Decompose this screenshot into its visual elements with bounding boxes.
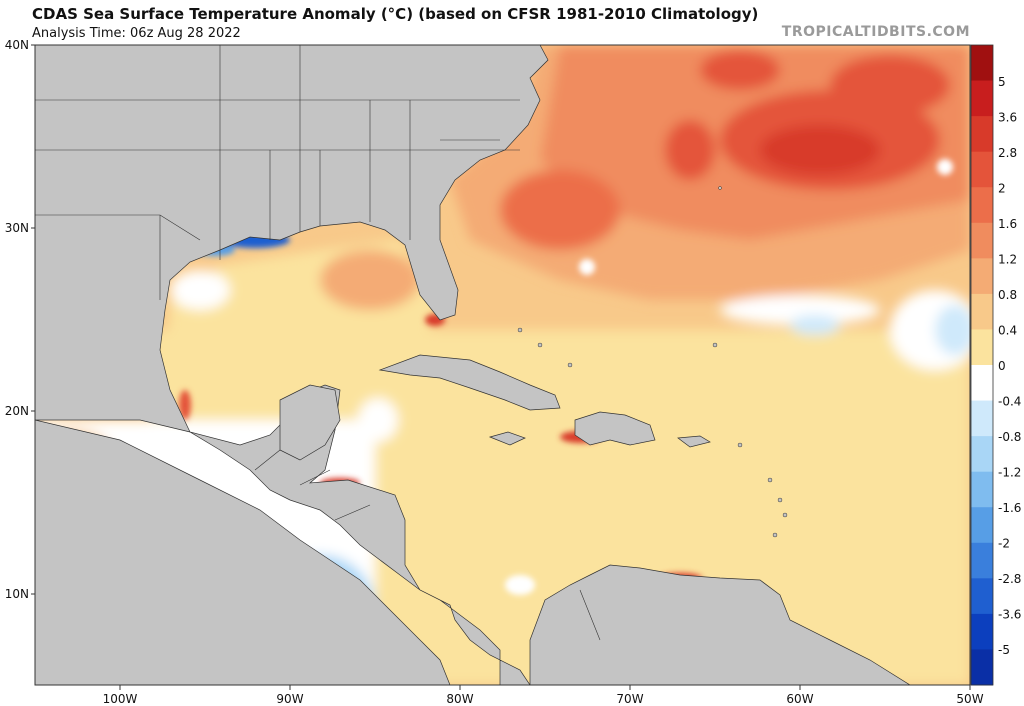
colorbar-label: 5: [998, 75, 1006, 89]
colorbar-frame: [970, 44, 994, 686]
lat-tick-label: 20N: [5, 404, 29, 418]
map-panel: [35, 45, 970, 685]
lon-tick-label: 80W: [446, 692, 473, 706]
colorbar-label: -1.6: [998, 501, 1021, 515]
colorbar-label: -3.6: [998, 608, 1021, 622]
colorbar-label: 1.6: [998, 217, 1017, 231]
colorbar-swatch: [971, 578, 993, 615]
colorbar-label: 1.2: [998, 253, 1017, 267]
colorbar-label: 2.8: [998, 146, 1017, 160]
land: [35, 45, 911, 685]
map-title: CDAS Sea Surface Temperature Anomaly (°C…: [32, 5, 759, 23]
site-credit: TROPICALTIDBITS.COM: [781, 24, 970, 40]
colorbar-swatch: [971, 222, 993, 259]
colorbar-swatch: [971, 116, 993, 153]
colorbar-swatch: [971, 187, 993, 224]
colorbar-label: 0.4: [998, 324, 1017, 338]
latitude-axis: 40N 30N 20N 10N: [5, 38, 35, 601]
map-frame: [34, 44, 971, 686]
colorbar-label: 0: [998, 359, 1006, 373]
colorbar-swatch: [971, 542, 993, 579]
colorbar-label: -5: [998, 643, 1010, 657]
lon-tick-label: 70W: [616, 692, 643, 706]
colorbar-swatch: [971, 329, 993, 366]
colorbar-label: -0.4: [998, 395, 1021, 409]
lat-tick-label: 30N: [5, 221, 29, 235]
colorbar-swatch: [971, 613, 993, 650]
colorbar-swatch: [971, 365, 993, 402]
lon-tick-label: 50W: [956, 692, 983, 706]
colorbar: 5 3.6 2.8 2 1.6 1.2 0.8 0.4 0 -0.4 -0.8 -1.2 -1.6 -2 -…: [970, 44, 1021, 686]
colorbar-label: 2: [998, 182, 1006, 196]
lon-tick-label: 100W: [103, 692, 138, 706]
colorbar-label: -2: [998, 537, 1010, 551]
political-borders: [35, 45, 601, 641]
lat-tick-label: 10N: [5, 587, 29, 601]
lon-tick-label: 90W: [276, 692, 303, 706]
colorbar-label: 3.6: [998, 111, 1017, 125]
lon-tick-label: 60W: [786, 692, 813, 706]
colorbar-swatch: [971, 258, 993, 295]
colorbar-swatch: [971, 151, 993, 188]
colorbar-swatch: [971, 649, 993, 686]
colorbar-label: -2.8: [998, 572, 1021, 586]
colorbar-swatch: [971, 471, 993, 508]
colorbar-swatch: [971, 507, 993, 544]
colorbar-swatch: [971, 80, 993, 117]
colorbar-swatch: [971, 293, 993, 330]
colorbar-label: -1.2: [998, 466, 1021, 480]
lat-tick-label: 40N: [5, 38, 29, 52]
islands: [517, 186, 788, 538]
colorbar-label: 0.8: [998, 288, 1017, 302]
longitude-axis: 100W 90W 80W 70W 60W 50W: [103, 685, 984, 706]
colorbar-swatch: [971, 45, 993, 82]
analysis-time: Analysis Time: 06z Aug 28 2022: [32, 26, 241, 41]
colorbar-swatch: [971, 400, 993, 437]
colorbar-label: -0.8: [998, 430, 1021, 444]
colorbar-swatch: [971, 436, 993, 473]
